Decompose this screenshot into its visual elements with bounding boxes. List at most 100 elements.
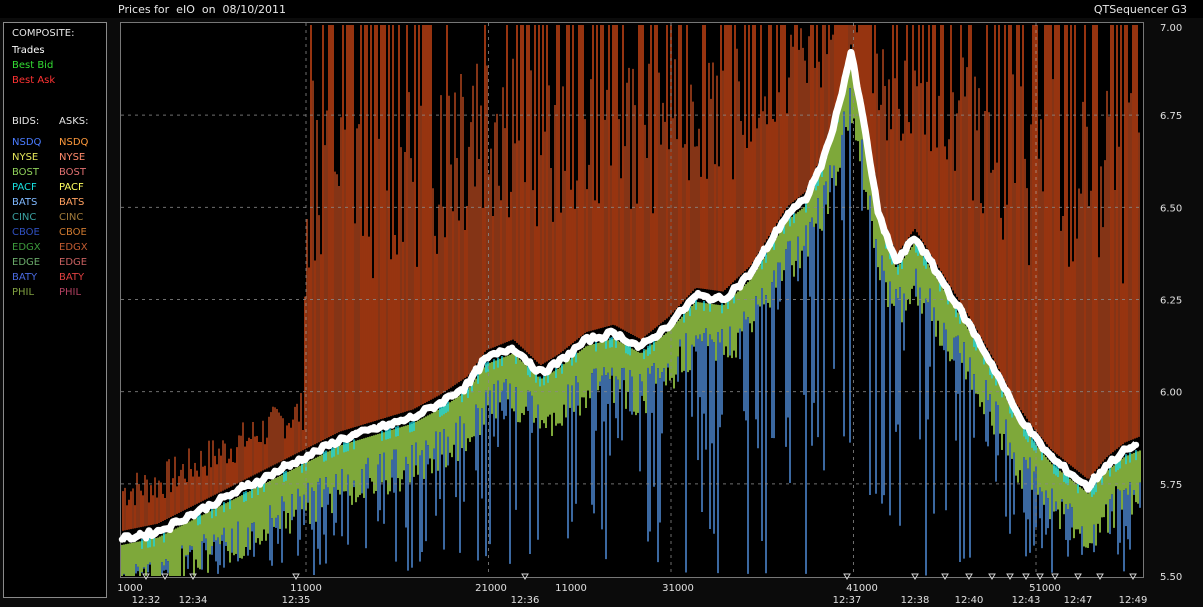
chart-window-title: Prices for eIO on 08/10/2011 — [118, 3, 286, 16]
legend-ask-bats: BATS — [59, 197, 85, 208]
trade-point — [886, 242, 894, 249]
legend-composite-best-ask: Best Ask — [12, 75, 56, 86]
y-tick-label: 7.00 — [1160, 23, 1182, 34]
trade-point — [262, 473, 270, 480]
trade-point — [166, 526, 174, 534]
trade-point — [826, 136, 834, 143]
legend-ask-pacf: PACF — [59, 182, 84, 193]
trade-point — [190, 513, 198, 520]
trade-point — [502, 348, 510, 356]
trade-point — [430, 405, 438, 413]
trade-point — [892, 258, 900, 265]
trade-point — [178, 518, 186, 525]
axis-marker-triangle — [988, 573, 996, 580]
trade-point — [508, 344, 516, 351]
axis-marker-triangle — [911, 573, 919, 580]
x-time-tick-label: 12:40 — [955, 595, 984, 606]
trade-point — [1006, 395, 1014, 402]
trade-point — [1018, 419, 1026, 426]
trade-point — [256, 481, 264, 488]
trade-point — [874, 209, 882, 217]
trade-point — [856, 96, 864, 104]
legend-composite-trades: Trades — [12, 45, 45, 56]
legend-bid-cinc: CINC — [12, 212, 37, 223]
trade-point — [454, 388, 462, 395]
trade-point — [136, 529, 144, 537]
trade-point — [982, 351, 990, 358]
trade-point — [994, 373, 1002, 380]
trade-point — [904, 240, 912, 248]
legend-bid-cboe: CBOE — [12, 227, 40, 238]
trade-point — [1090, 473, 1098, 480]
trade-point — [202, 506, 210, 514]
axis-marker-triangle — [1051, 573, 1059, 580]
trade-point — [688, 297, 696, 305]
trade-point — [976, 342, 984, 349]
trade-point — [808, 179, 816, 186]
trade-point — [346, 433, 354, 440]
trade-point — [916, 241, 924, 249]
trade-point — [634, 344, 642, 351]
trade-point — [268, 472, 276, 479]
trade-point — [280, 460, 288, 468]
trade-point — [784, 209, 792, 217]
trade-point — [448, 393, 456, 400]
trade-point — [700, 293, 708, 300]
trade-point — [1030, 431, 1038, 438]
bids-header: BIDS: — [12, 116, 40, 127]
trade-point — [1042, 446, 1050, 454]
y-tick-label: 5.75 — [1160, 480, 1182, 491]
x-index-tick-label: 1000 — [117, 583, 142, 594]
legend-ask-bost: BOST — [59, 167, 87, 178]
trade-point — [556, 356, 564, 364]
trade-point — [322, 442, 330, 449]
x-time-tick-label: 12:32 — [132, 595, 161, 606]
legend-ask-edgx: EDGX — [59, 242, 88, 253]
trade-point — [496, 348, 504, 356]
trade-point — [370, 423, 378, 431]
legend-ask-cinc: CINC — [59, 212, 84, 223]
trade-point — [928, 258, 936, 265]
trade-point — [754, 258, 762, 266]
trade-point — [610, 329, 618, 337]
trade-point — [616, 332, 624, 340]
trade-point — [418, 409, 426, 417]
trade-point — [988, 360, 996, 368]
asks-header: ASKS: — [59, 116, 89, 127]
trade-point — [490, 350, 498, 357]
trade-point — [352, 429, 360, 437]
trade-point — [130, 535, 138, 543]
trade-point — [388, 422, 396, 429]
y-tick-label: 6.00 — [1160, 388, 1182, 399]
trade-point — [1060, 463, 1068, 470]
trade-point — [1096, 468, 1104, 475]
trade-point — [742, 272, 750, 279]
trade-point — [670, 316, 678, 323]
y-tick-label: 6.50 — [1160, 203, 1182, 214]
trade-point — [292, 459, 300, 467]
x-time-tick-label: 12:47 — [1064, 595, 1093, 606]
x-index-tick-label: 51000 — [1029, 583, 1061, 594]
trade-point — [922, 249, 930, 256]
trade-point — [898, 249, 906, 256]
legend-ask-phil: PHIL — [59, 287, 82, 298]
axis-marker-triangle — [521, 573, 529, 580]
trade-point — [772, 226, 780, 233]
legend-bid-nsdq: NSDQ — [12, 137, 42, 148]
trade-point — [340, 435, 348, 443]
x-index-tick-label: 11000 — [555, 583, 587, 594]
trade-point — [358, 426, 366, 433]
trade-point — [766, 241, 774, 248]
trade-point — [460, 388, 468, 395]
axis-marker-triangle — [941, 573, 949, 580]
trade-point — [328, 439, 336, 446]
trade-point — [220, 493, 228, 500]
trade-point — [520, 354, 528, 361]
trade-point — [598, 336, 606, 343]
trade-point — [1084, 486, 1092, 493]
trade-point — [970, 329, 978, 336]
trade-point — [472, 365, 480, 372]
x-index-tick-label: 41000 — [846, 583, 878, 594]
trade-point — [712, 293, 720, 301]
